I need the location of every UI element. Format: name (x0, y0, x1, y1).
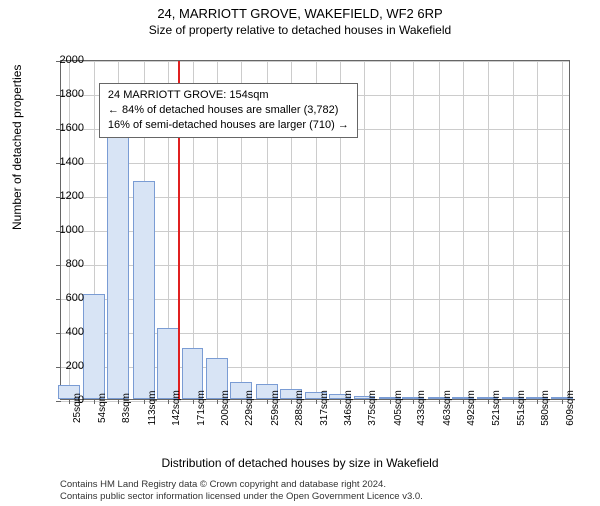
gridline-v (390, 61, 391, 399)
y-axis-label: Number of detached properties (10, 65, 24, 230)
xtick-label: 288sqm (294, 390, 305, 426)
ytick-label: 2000 (44, 54, 84, 66)
xtick-label: 405sqm (393, 390, 404, 426)
ytick-label: 400 (44, 326, 84, 338)
histogram-bar (107, 129, 129, 399)
xtick-label: 492sqm (466, 390, 477, 426)
histogram-bar (157, 328, 179, 399)
annotation-line-3: 16% of semi-detached houses are larger (… (108, 118, 349, 133)
xtick-label: 375sqm (367, 390, 378, 426)
ytick-label: 1400 (44, 156, 84, 168)
histogram-bar (133, 181, 155, 399)
gridline-v (488, 61, 489, 399)
xtick-label: 317sqm (319, 390, 330, 426)
xtick-label: 113sqm (147, 391, 158, 426)
gridline-v (562, 61, 563, 399)
xtick-label: 433sqm (416, 390, 427, 426)
xtick-label: 551sqm (516, 390, 527, 426)
xtick-label: 54sqm (97, 393, 108, 423)
histogram-chart: 24 MARRIOTT GROVE: 154sqm← 84% of detach… (60, 60, 570, 400)
gridline-v (513, 61, 514, 399)
annotation-line-2: ← 84% of detached houses are smaller (3,… (108, 103, 349, 118)
histogram-bar (83, 294, 105, 399)
ytick-label: 1600 (44, 122, 84, 134)
x-axis-label: Distribution of detached houses by size … (0, 456, 600, 470)
xtick-label: 229sqm (244, 390, 255, 426)
annotation-line-1: 24 MARRIOTT GROVE: 154sqm (108, 88, 349, 103)
footer-line-1: Contains HM Land Registry data © Crown c… (60, 479, 423, 490)
gridline-v (537, 61, 538, 399)
xtick-label: 521sqm (491, 390, 502, 426)
xtick-label: 259sqm (270, 390, 281, 426)
plot-area: 24 MARRIOTT GROVE: 154sqm← 84% of detach… (60, 60, 570, 400)
footer-line-2: Contains public sector information licen… (60, 491, 423, 502)
gridline-v (463, 61, 464, 399)
xtick-label: 580sqm (540, 390, 551, 426)
xtick-label: 200sqm (220, 390, 231, 426)
ytick-label: 1200 (44, 190, 84, 202)
xtick-label: 83sqm (121, 393, 132, 423)
xtick-label: 463sqm (442, 390, 453, 426)
page-title: 24, MARRIOTT GROVE, WAKEFIELD, WF2 6RP (0, 6, 600, 21)
xtick-label: 609sqm (565, 390, 576, 426)
ytick-label: 800 (44, 258, 84, 270)
ytick-label: 600 (44, 292, 84, 304)
annotation-box: 24 MARRIOTT GROVE: 154sqm← 84% of detach… (99, 83, 358, 138)
xtick-label: 171sqm (196, 390, 207, 426)
ytick-label: 1000 (44, 224, 84, 236)
xtick-label: 346sqm (343, 390, 354, 426)
xtick-label: 142sqm (171, 390, 182, 426)
footer-attribution: Contains HM Land Registry data © Crown c… (60, 479, 423, 502)
xtick-label: 25sqm (72, 393, 83, 423)
gridline-v (364, 61, 365, 399)
ytick-label: 1800 (44, 88, 84, 100)
gridline-v (439, 61, 440, 399)
gridline-v (413, 61, 414, 399)
ytick-label: 200 (44, 360, 84, 372)
page-subtitle: Size of property relative to detached ho… (0, 23, 600, 37)
